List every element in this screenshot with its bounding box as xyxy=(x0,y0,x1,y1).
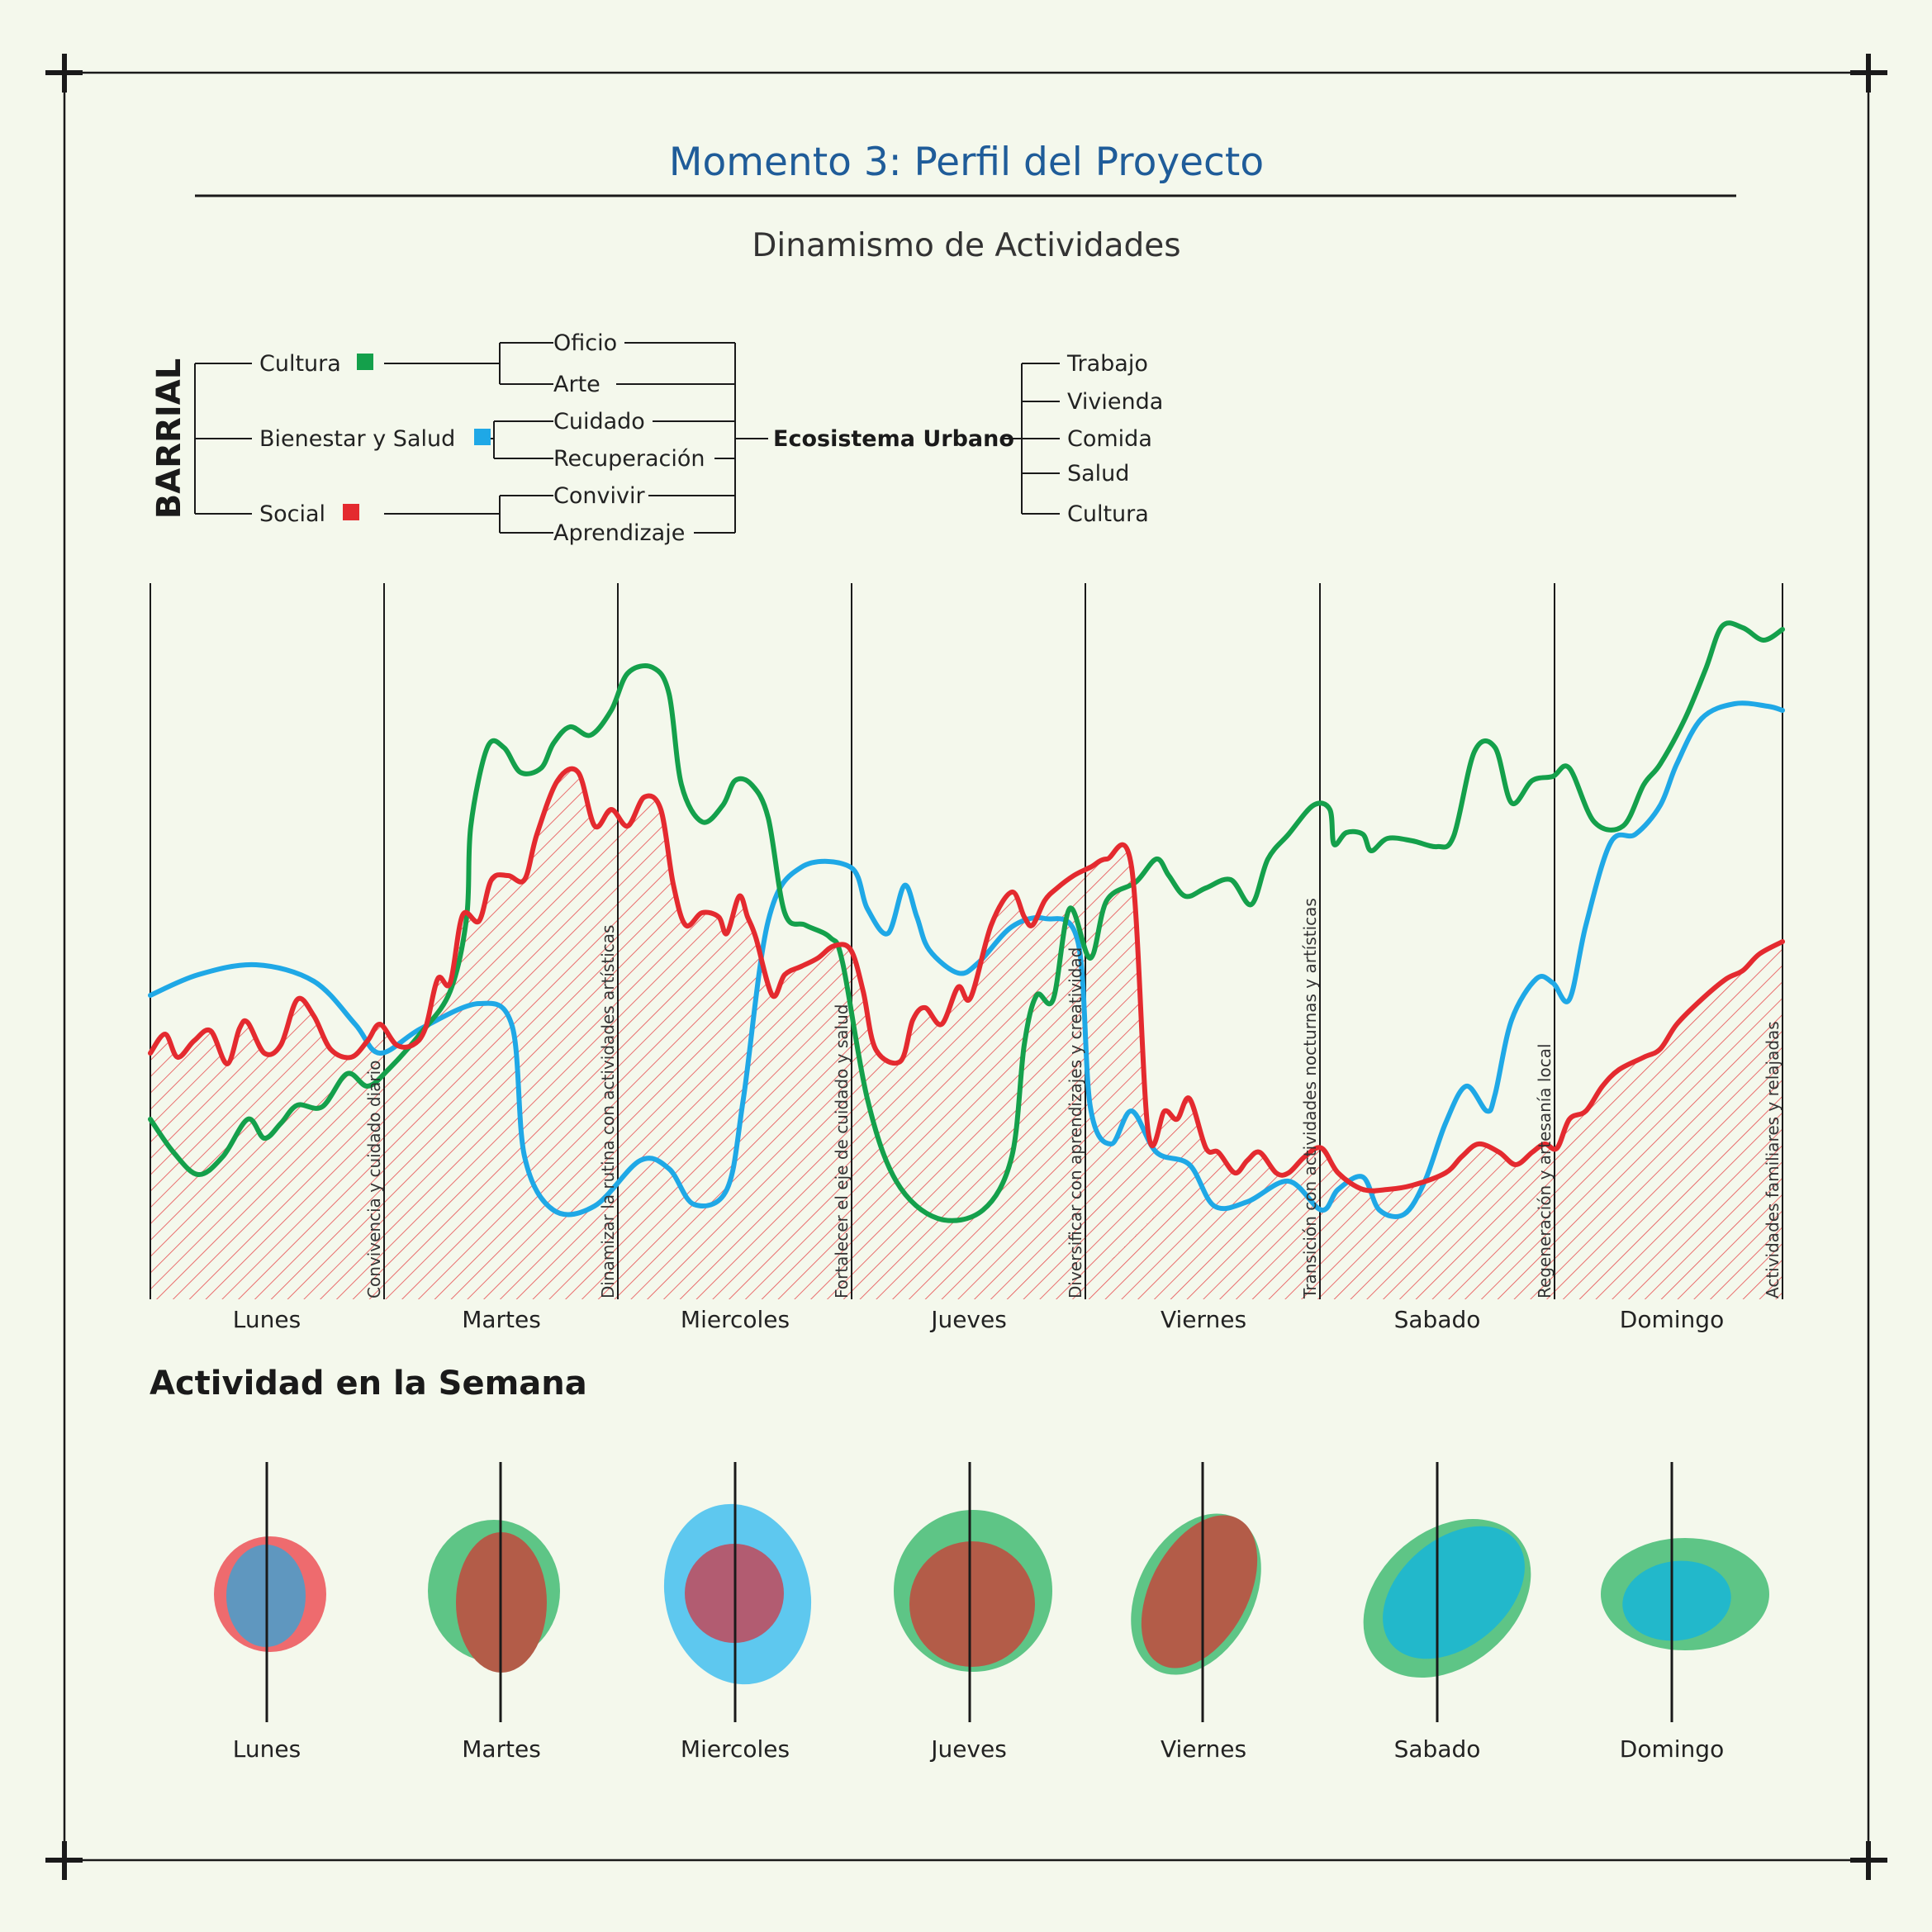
frame xyxy=(45,54,1887,1880)
day-note-sabado: Regeneración y artesanía local xyxy=(1535,1043,1555,1298)
blob-miercoles xyxy=(663,1462,812,1722)
x-tick-jueves: Jueves xyxy=(929,1306,1007,1333)
blob-label-viernes: Viernes xyxy=(1161,1735,1246,1763)
day-note-viernes: Transición con actividades nocturnas y a… xyxy=(1300,898,1320,1299)
day-note-miercoles: Fortalecer el eje de cuidado y salud xyxy=(832,1004,852,1298)
day-note-domingo: Actividades familiares y relajadas xyxy=(1763,1021,1782,1298)
output-trabajo: Trabajo xyxy=(1066,351,1148,377)
blob-label-lunes: Lunes xyxy=(233,1735,301,1763)
child-cuidado: Cuidado xyxy=(553,409,645,434)
output-comida: Comida xyxy=(1067,426,1152,452)
tree-root-label: BARRIAL xyxy=(150,358,188,519)
x-tick-martes: Martes xyxy=(462,1306,541,1333)
blob-domingo xyxy=(1601,1462,1769,1722)
day-note-martes: Dinamizar la rutina con actividades artí… xyxy=(598,925,618,1298)
x-tick-lunes: Lunes xyxy=(233,1306,301,1333)
blob-sabado xyxy=(1363,1462,1531,1722)
blob-label-sabado: Sabado xyxy=(1394,1735,1481,1763)
child-aprendizaje: Aprendizaje xyxy=(553,520,685,546)
blob-viernes xyxy=(1131,1462,1261,1722)
legend-swatch-social xyxy=(343,504,359,520)
section-title: Actividad en la Semana xyxy=(150,1365,587,1403)
social-area-hatch xyxy=(150,768,1782,1299)
blob-martes xyxy=(428,1462,560,1722)
blob-lunes xyxy=(214,1462,326,1722)
x-tick-miercoles: Miercoles xyxy=(681,1306,790,1333)
day-note-jueves: Diversificar con aprendizajes y creativi… xyxy=(1066,947,1085,1298)
activity-chart: Convivencia y cuidado diario Dinamizar l… xyxy=(148,583,1785,1333)
child-recuperacion: Recuperación xyxy=(553,446,705,472)
legend-swatch-bienestar xyxy=(474,429,491,445)
child-arte: Arte xyxy=(553,372,600,397)
page-subtitle: Dinamismo de Actividades xyxy=(752,227,1180,264)
weekly-activity-blobs xyxy=(214,1462,1769,1722)
x-tick-sabado: Sabado xyxy=(1394,1306,1481,1333)
category-tree xyxy=(194,342,1060,534)
series-line-bienestar xyxy=(148,700,1785,1219)
child-convivir: Convivir xyxy=(553,483,645,509)
group-label-bienestar: Bienestar y Salud xyxy=(259,426,455,452)
child-oficio: Oficio xyxy=(553,330,617,356)
x-tick-viernes: Viernes xyxy=(1161,1306,1246,1333)
group-label-cultura: Cultura xyxy=(259,351,341,377)
series-line-social xyxy=(148,766,1785,1194)
page-title: Momento 3: Perfil del Proyecto xyxy=(669,140,1264,185)
output-salud: Salud xyxy=(1067,461,1129,487)
blob-label-martes: Martes xyxy=(462,1735,541,1763)
blob-label-domingo: Domingo xyxy=(1620,1735,1724,1763)
hub-label: Ecosistema Urbano xyxy=(773,426,1014,452)
blob-label-jueves: Jueves xyxy=(929,1735,1007,1763)
legend-swatch-cultura xyxy=(357,354,373,370)
group-label-social: Social xyxy=(259,501,325,527)
output-vivienda: Vivienda xyxy=(1067,389,1163,415)
corner-marks xyxy=(45,54,1887,1880)
output-cultura: Cultura xyxy=(1067,501,1149,527)
blob-jueves xyxy=(894,1462,1052,1722)
x-tick-domingo: Domingo xyxy=(1620,1306,1724,1333)
blob-label-miercoles: Miercoles xyxy=(681,1735,790,1763)
day-note-lunes: Convivencia y cuidado diario xyxy=(364,1061,384,1298)
